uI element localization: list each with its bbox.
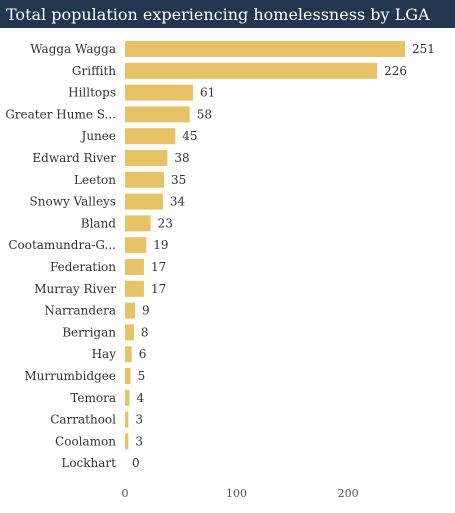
x-tick-label: 0 [122,487,129,500]
value-label: 45 [182,129,197,143]
value-label: 251 [412,42,435,56]
x-tick-label: 200 [338,487,359,500]
category-label: Griffith [72,64,116,78]
category-label: Berrigan [62,325,116,339]
bar [125,346,132,363]
value-label: 61 [200,86,215,100]
x-tick-label: 100 [226,487,247,500]
category-label: Carrathool [50,413,116,427]
value-label: 17 [151,260,166,274]
value-label: 19 [153,238,168,252]
bar [125,411,129,428]
value-label: 17 [151,282,166,296]
value-label: 23 [158,216,173,230]
category-label: Cootamundra-G... [8,238,116,252]
chart-title: Total population experiencing homelessne… [6,4,430,24]
bar [125,150,168,166]
bar [125,171,165,188]
value-label: 3 [135,413,143,427]
value-label: 0 [132,456,140,470]
category-label: Greater Hume S... [5,107,116,121]
value-label: 35 [171,173,186,187]
category-label: Federation [50,260,116,274]
category-label: Snowy Valleys [30,195,116,209]
category-label: Wagga Wagga [30,42,116,56]
value-label: 5 [138,369,146,383]
bar [125,215,151,232]
category-label: Coolamon [55,434,116,448]
value-label: 4 [136,391,144,405]
category-label: Hilltops [68,86,116,100]
bar [125,368,131,384]
category-label: Temora [70,391,116,405]
value-label: 9 [142,304,150,318]
bar [125,106,190,123]
category-label: Hay [92,347,117,361]
value-label: 8 [141,325,149,339]
category-label: Bland [81,216,117,230]
bar [125,389,130,406]
value-label: 3 [135,434,143,448]
bar [125,193,163,210]
category-label: Junee [80,129,116,143]
bar [125,433,129,450]
value-label: 226 [384,64,407,78]
title-bar: Total population experiencing homelessne… [0,0,455,28]
category-label: Murray River [34,282,116,296]
value-label: 38 [174,151,189,165]
category-label: Edward River [32,151,116,165]
bar [125,84,194,101]
bar [125,62,378,79]
bar [125,41,405,57]
bar [125,280,144,297]
bar [125,128,176,145]
category-label: Leeton [74,173,116,187]
category-label: Murrumbidgee [24,369,116,383]
bar [125,237,147,254]
category-label: Lockhart [61,456,116,470]
bar [125,259,144,275]
value-label: 58 [197,107,212,121]
bar [125,324,134,341]
category-label: Narrandera [44,304,116,318]
bar [125,302,136,319]
value-label: 34 [170,195,186,209]
value-label: 6 [139,347,147,361]
